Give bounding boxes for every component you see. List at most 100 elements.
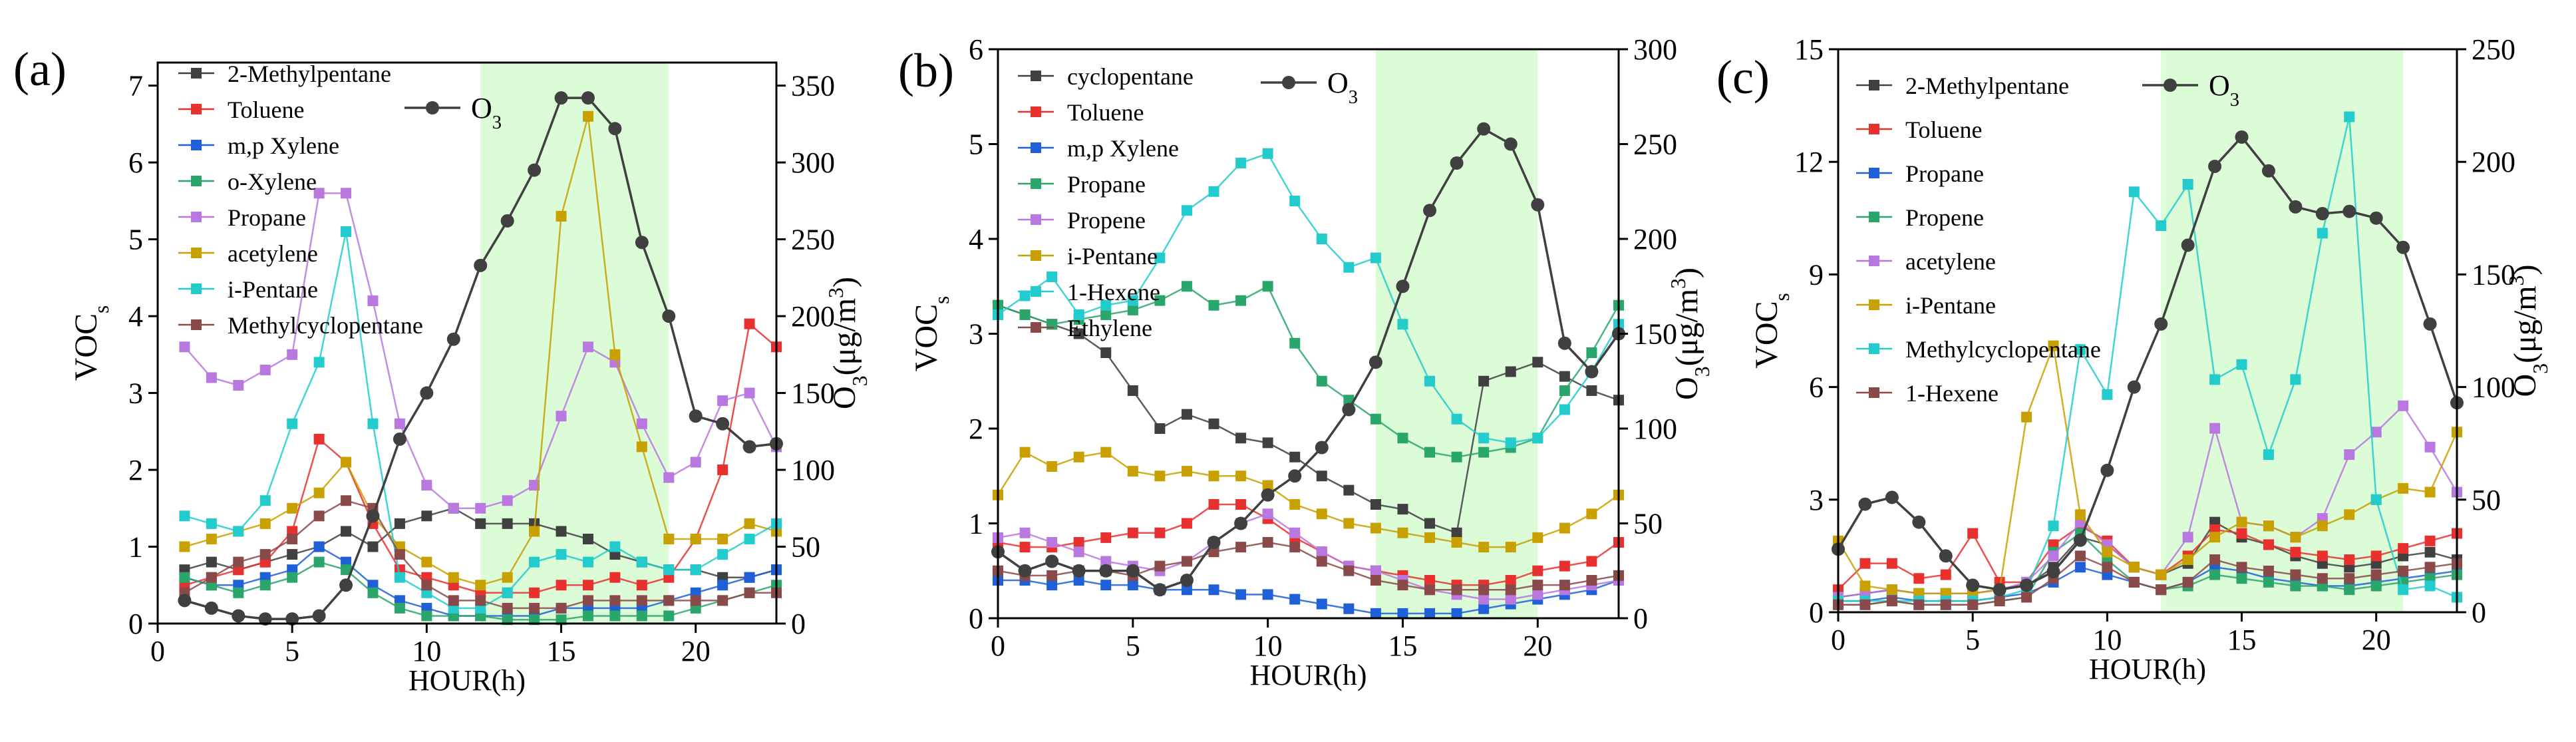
y2-tick-label: 250 xyxy=(2472,33,2515,66)
data-point xyxy=(2021,411,2032,423)
y-tick-label: 0 xyxy=(969,602,983,635)
data-point xyxy=(1127,527,1138,538)
o3-legend-label: O3 xyxy=(471,92,502,133)
o3-point xyxy=(528,163,542,177)
data-point xyxy=(2344,509,2355,520)
data-point xyxy=(1424,575,1436,586)
y-tick-label: 0 xyxy=(128,608,143,640)
data-point xyxy=(690,457,701,468)
data-point xyxy=(663,472,675,483)
data-point xyxy=(1154,252,1166,264)
o3-legend-marker xyxy=(426,101,439,114)
o3-point xyxy=(339,578,353,592)
y-tick-label: 0 xyxy=(1809,596,1824,629)
data-point xyxy=(1532,565,1543,576)
data-point xyxy=(1100,309,1112,320)
data-point xyxy=(2398,543,2409,554)
x-tick-label: 0 xyxy=(991,630,1005,662)
legend-marker xyxy=(1031,71,1041,81)
data-point xyxy=(1100,347,1112,358)
y2-tick-label: 0 xyxy=(2472,596,2486,629)
o3-point xyxy=(662,309,676,323)
y-tick-label: 6 xyxy=(1809,371,1824,404)
panel-label: (b) xyxy=(898,44,954,97)
data-point xyxy=(556,580,567,591)
legend-marker xyxy=(1869,168,1879,178)
data-point xyxy=(1370,252,1381,264)
o3-point xyxy=(2046,565,2060,579)
data-point xyxy=(556,602,567,614)
data-point xyxy=(2290,532,2301,543)
o3-point xyxy=(1153,583,1167,597)
data-point xyxy=(2370,569,2382,580)
legend-marker xyxy=(191,176,202,186)
y2-tick-label: 150 xyxy=(2472,258,2515,291)
data-point xyxy=(2317,573,2328,584)
data-point xyxy=(2344,573,2355,584)
x-tick-label: 0 xyxy=(150,635,165,667)
data-point xyxy=(287,418,298,429)
data-point xyxy=(2236,359,2247,370)
data-point xyxy=(1343,484,1355,496)
data-point xyxy=(2290,569,2301,580)
data-point xyxy=(206,372,217,383)
data-point xyxy=(2074,509,2086,520)
data-point xyxy=(1559,371,1570,382)
data-point xyxy=(1478,584,1490,596)
legend-marker xyxy=(1031,214,1041,225)
data-point xyxy=(1343,518,1355,529)
data-point xyxy=(475,518,486,529)
data-point xyxy=(1532,580,1543,591)
data-point xyxy=(1886,558,1897,569)
data-point xyxy=(1073,575,1084,586)
o3-point xyxy=(1018,564,1032,578)
data-point xyxy=(529,602,540,614)
data-point xyxy=(582,533,593,544)
x-tick-label: 5 xyxy=(285,635,299,667)
data-point xyxy=(448,572,459,583)
legend-label: Propene xyxy=(1067,207,1146,234)
y2-tick-label: 100 xyxy=(791,454,835,486)
x-axis-label: HOUR(h) xyxy=(2089,653,2206,685)
o3-point xyxy=(446,332,460,346)
data-point xyxy=(1262,480,1273,491)
legend-label: cyclopentane xyxy=(1067,63,1194,90)
data-point xyxy=(1316,556,1327,567)
data-point xyxy=(206,572,217,583)
y2-tick-label: 150 xyxy=(791,377,835,410)
o3-point xyxy=(635,236,649,250)
data-point xyxy=(1019,527,1031,538)
data-point xyxy=(1046,537,1058,548)
data-point xyxy=(690,595,701,606)
y-tick-label: 3 xyxy=(128,377,143,410)
data-point xyxy=(2102,546,2113,558)
data-point xyxy=(2290,580,2301,592)
data-point xyxy=(2263,539,2274,550)
data-point xyxy=(2263,576,2274,588)
data-point xyxy=(2236,562,2247,573)
o3-point xyxy=(393,432,406,446)
data-point xyxy=(663,610,675,622)
data-point xyxy=(1370,608,1381,619)
o3-point xyxy=(1450,156,1464,170)
data-point xyxy=(1343,262,1355,273)
data-point xyxy=(609,541,621,552)
legend-label: acetylene xyxy=(228,240,318,267)
highlight-band xyxy=(2161,49,2404,612)
y2-tick-label: 50 xyxy=(791,531,820,564)
data-point xyxy=(1289,196,1301,206)
data-point xyxy=(2424,441,2436,453)
o3-point xyxy=(1531,198,1545,212)
data-point xyxy=(394,549,405,560)
data-point xyxy=(2424,562,2436,573)
data-point xyxy=(179,341,190,353)
data-point xyxy=(1586,556,1597,567)
plot-frame xyxy=(1837,48,2458,614)
data-point xyxy=(1559,404,1570,415)
data-point xyxy=(2424,546,2436,558)
data-point xyxy=(1208,546,1219,558)
data-point xyxy=(1424,375,1436,387)
data-point xyxy=(529,587,540,598)
data-point xyxy=(2128,576,2140,588)
data-point xyxy=(582,595,593,606)
